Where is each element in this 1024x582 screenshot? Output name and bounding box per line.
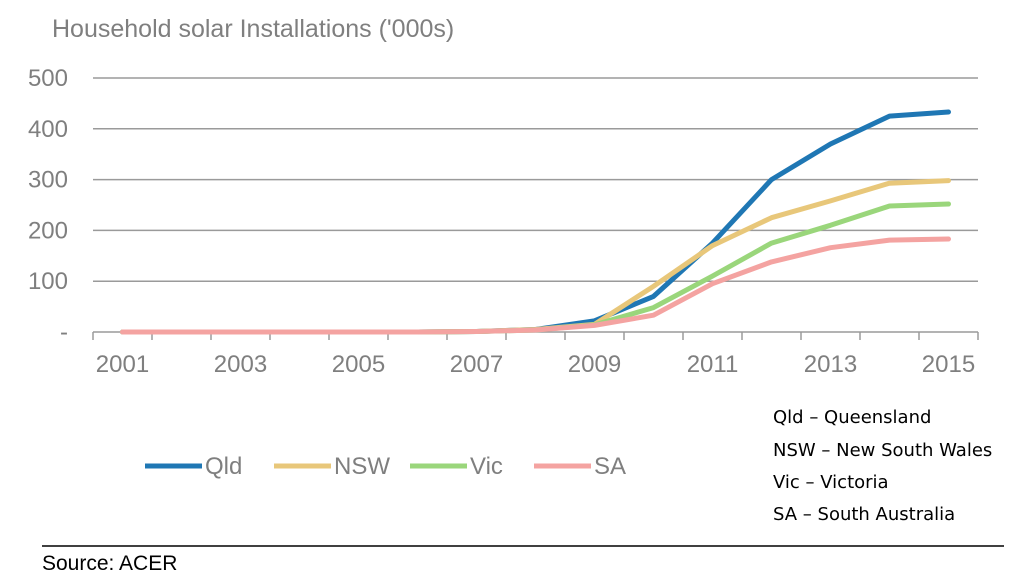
x-tick-label: 2007 <box>450 351 503 378</box>
series-line-sa <box>120 236 951 335</box>
grid <box>93 77 978 333</box>
y-tick-label: - <box>60 319 68 346</box>
x-tick-label: 2009 <box>568 351 621 378</box>
y-tick-label: 100 <box>28 268 68 295</box>
x-tick-label: 2001 <box>96 351 149 378</box>
x-tick-label: 2015 <box>922 351 975 378</box>
series-line-qld <box>120 109 951 335</box>
legend-label-sa: SA <box>594 453 626 480</box>
abbreviation-notes: Qld – Queensland NSW – New South Wales V… <box>773 407 992 525</box>
x-tick-label: 2005 <box>332 351 385 378</box>
y-tick-label: 300 <box>28 167 68 194</box>
y-tick-label: 400 <box>28 116 68 143</box>
x-axis: 2001 2003 2005 2007 2009 2011 2013 2015 <box>92 332 979 378</box>
legend-label-vic: Vic <box>470 453 503 480</box>
series-line-nsw <box>120 178 951 335</box>
x-tick-label: 2013 <box>804 351 857 378</box>
series-line-vic <box>120 201 951 335</box>
legend-label-qld: Qld <box>205 453 242 480</box>
x-tick-label: 2003 <box>214 351 267 378</box>
source-text: Source: ACER <box>42 552 177 575</box>
legend-label-nsw: NSW <box>334 453 390 480</box>
note-nsw: NSW – New South Wales <box>773 440 992 461</box>
y-tick-label: 500 <box>28 65 68 92</box>
y-axis: - 100 200 300 400 500 <box>28 65 68 346</box>
note-sa: SA – South Australia <box>773 504 955 525</box>
note-vic: Vic – Victoria <box>773 472 889 493</box>
y-tick-label: 200 <box>28 217 68 244</box>
x-tick-label: 2011 <box>687 351 739 378</box>
legend: Qld NSW Vic SA <box>145 453 626 480</box>
note-qld: Qld – Queensland <box>773 407 931 428</box>
chart-title: Household solar Installations ('000s) <box>52 15 454 43</box>
plot-area <box>120 109 951 335</box>
